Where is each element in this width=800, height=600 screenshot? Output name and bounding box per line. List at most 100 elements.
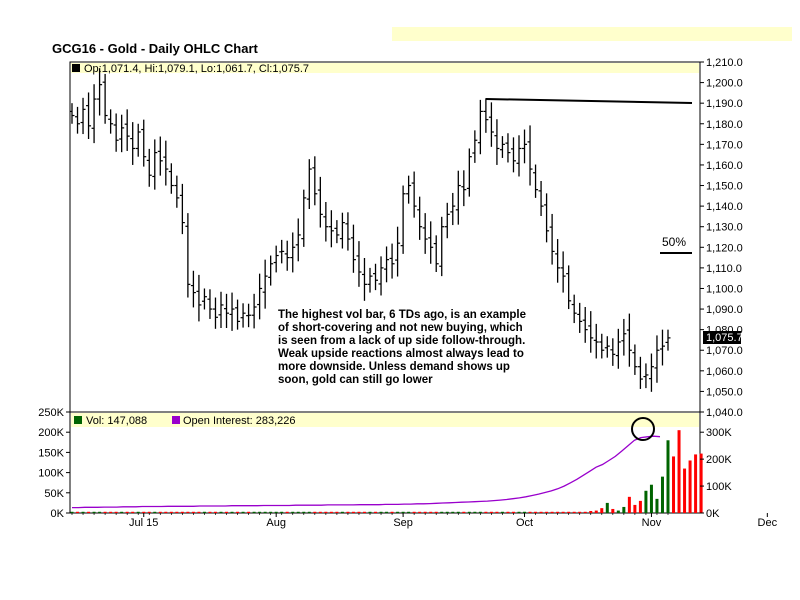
volume-tick-label: 200K — [38, 427, 64, 439]
volume-bar — [285, 511, 289, 513]
volume-bar — [611, 508, 615, 513]
ohlc-bar — [113, 113, 119, 152]
volume-bar — [158, 511, 162, 513]
ohlc-bar — [235, 299, 241, 330]
oi-tick-label: 0K — [706, 508, 720, 520]
price-legend: Op:1,071.4, Hi:1,079.1, Lo:1,061.7, Cl:1… — [84, 63, 309, 75]
oi-legend-icon — [172, 416, 180, 424]
volume-bar — [467, 511, 471, 513]
volume-bar — [412, 511, 416, 513]
price-tick-label: 1,060.0 — [706, 366, 743, 378]
x-tick-label: Sep — [393, 517, 413, 529]
ohlc-bar — [75, 106, 81, 134]
ohlc-bar — [69, 103, 75, 124]
ohlc-bar — [648, 353, 654, 392]
ohlc-bar — [201, 288, 207, 310]
trend-line — [485, 98, 693, 104]
ohlc-bar — [284, 240, 290, 271]
volume-bar — [269, 511, 273, 513]
volume-bar — [153, 511, 157, 513]
annotation-line-1: The highest vol bar, 6 TDs ago, is an ex… — [278, 309, 526, 321]
price-tick-label: 1,050.0 — [706, 386, 743, 398]
volume-bar — [445, 511, 449, 513]
ohlc-bar — [306, 159, 312, 209]
volume-bar — [523, 511, 527, 513]
ohlc-bar — [345, 212, 351, 251]
ohlc-bar — [356, 241, 362, 287]
last-price-tag — [703, 331, 741, 344]
volume-bar — [263, 511, 267, 513]
ohlc-bar — [389, 243, 395, 279]
ohlc-bar — [422, 213, 428, 254]
volume-bar — [191, 511, 195, 513]
ohlc-bar — [494, 119, 500, 165]
ohlc-bar — [450, 192, 456, 226]
ohlc-bar — [350, 224, 356, 273]
volume-bar — [213, 511, 217, 513]
ohlc-bar — [240, 303, 246, 328]
ohlc-bar — [588, 311, 594, 353]
volume-bars — [70, 430, 703, 513]
price-tick-label: 1,100.0 — [706, 283, 743, 295]
ohlc-bar — [577, 302, 583, 333]
ohlc-bar — [626, 313, 632, 367]
volume-bar — [103, 511, 107, 513]
volume-bar — [379, 511, 383, 513]
volume-panel: 0K 50K 100K 150K 200K 250K 0K 100K 200K 300K Vol… — [38, 407, 732, 520]
price-axis: 1,040.01,050.01,060.01,070.01,080.01,090… — [700, 57, 743, 419]
volume-bar — [307, 511, 311, 513]
volume-bar — [313, 511, 317, 513]
ohlc-bar — [621, 318, 627, 356]
volume-bar — [180, 511, 184, 513]
volume-bar — [362, 511, 366, 513]
volume-bar — [291, 511, 295, 513]
last-price-label: 1,075.7 — [706, 332, 743, 344]
volume-bar — [666, 440, 670, 513]
ohlc-bar — [323, 202, 329, 242]
volume-bar — [241, 511, 245, 513]
annotation-line-5: more downside. Unless demand shows up — [278, 361, 510, 373]
ohlc-bar — [560, 251, 566, 293]
volume-bar — [418, 511, 422, 513]
ohlc-bar — [522, 129, 528, 164]
ohlc-bar — [428, 221, 434, 264]
ohlc-bar — [505, 133, 511, 163]
volume-bar — [638, 500, 642, 513]
ohlc-bar — [317, 176, 323, 228]
volume-bar — [500, 511, 504, 513]
volume-bar — [517, 511, 521, 513]
ohlc-bar — [610, 338, 616, 366]
volume-bar — [478, 511, 482, 513]
volume-bar — [396, 511, 400, 513]
open-interest-line — [72, 435, 661, 509]
volume-tick-label: 150K — [38, 447, 64, 459]
volume-bar — [605, 502, 609, 513]
volume-bar — [473, 511, 477, 513]
x-tick-label: Jul 15 — [129, 517, 158, 529]
volume-bar — [600, 508, 604, 513]
x-axis: Jul 15 Aug Sep Oct Nov Dec — [71, 513, 778, 529]
volume-bar — [230, 511, 234, 513]
chart-title: GCG16 - Gold - Daily OHLC Chart — [52, 41, 258, 56]
ohlc-bar — [466, 148, 472, 197]
ohlc-bar — [659, 329, 665, 366]
volume-bar — [589, 510, 593, 513]
volume-bar — [296, 511, 300, 513]
volume-bar — [694, 454, 698, 513]
ohlc-bar — [571, 294, 577, 324]
volume-bar — [70, 511, 74, 513]
volume-bar — [98, 511, 102, 513]
ohlc-bar — [411, 171, 417, 218]
volume-bar — [622, 506, 626, 513]
ohlc-bar — [378, 256, 384, 296]
oi-legend: Open Interest: 283,226 — [183, 415, 296, 427]
volume-bar — [677, 430, 681, 513]
volume-bar — [368, 511, 372, 513]
volume-bar — [672, 456, 676, 513]
fifty-percent-label: 50% — [662, 235, 686, 249]
ohlc-bar — [108, 109, 114, 134]
price-tick-label: 1,070.0 — [706, 345, 743, 357]
highlight-circle — [631, 417, 655, 441]
ohlc-bar — [141, 119, 147, 167]
